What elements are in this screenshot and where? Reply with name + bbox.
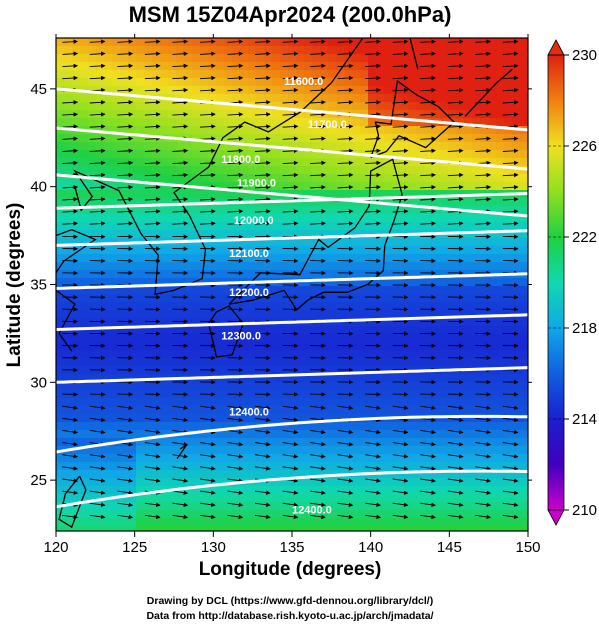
colorbar-tick-label: 218: [572, 320, 597, 337]
y-tick-label: 25: [30, 472, 47, 489]
plot-area: 11600.0 11700.0 11800.0 11900.0 12000.0 12100…: [55, 37, 529, 532]
colorbar-min-arrow: [547, 509, 565, 526]
x-tick-label: 150: [515, 539, 540, 556]
y-axis: 25 30 35 40 45: [30, 81, 532, 489]
x-tick-label: 125: [122, 539, 147, 556]
x-tick-label: 130: [201, 539, 226, 556]
contour-label: 11600.0: [284, 76, 323, 88]
credit-line-2: Data from http://database.rish.kyoto-u.a…: [146, 610, 433, 622]
y-tick-label: 35: [30, 277, 47, 294]
colorbar-tick-label: 214: [572, 411, 597, 428]
contour-label: 12100.0: [229, 248, 269, 260]
colorbar-max-arrow: [547, 39, 565, 56]
y-tick-label: 30: [30, 374, 47, 391]
contour-label: 12400.0: [229, 407, 269, 419]
contour-label: 11800.0: [221, 154, 260, 166]
colorbar: 230 226 222 218 214 210: [547, 39, 597, 526]
height-contours: 11600.0 11700.0 11800.0 11900.0 12000.0 12100…: [56, 76, 528, 516]
contour-label: 11700.0: [308, 119, 347, 131]
colorbar-tick-label: 210: [572, 502, 597, 519]
contour-label: 12000.0: [234, 215, 274, 227]
contour-label: 12200.0: [229, 287, 269, 299]
contour-label: 12400.0: [292, 504, 332, 516]
figure-title: MSM 15Z04Apr2024 (200.0hPa): [129, 2, 452, 27]
y-axis-label: Latitude (degrees): [4, 203, 25, 368]
y-tick-label: 45: [30, 81, 47, 98]
colorbar-tick-label: 230: [572, 47, 597, 64]
colorbar-tick-label: 226: [572, 138, 597, 155]
x-axis: 120 125 130 135 140 145 150: [43, 34, 541, 556]
x-tick-label: 135: [279, 539, 304, 556]
contour-label: 11900.0: [237, 178, 276, 190]
x-axis-label: Longitude (degrees): [199, 559, 382, 580]
x-tick-label: 145: [437, 539, 462, 556]
colorbar-tick-label: 222: [572, 229, 597, 246]
x-tick-label: 120: [43, 539, 68, 556]
contour-label: 12300.0: [221, 330, 261, 342]
colorbar-ramp: [547, 54, 565, 511]
credit-line-1: Drawing by DCL (https://www.gfd-dennou.o…: [147, 595, 433, 607]
colorbar-labels: 230 226 222 218 214 210: [548, 47, 597, 519]
x-tick-label: 140: [358, 539, 383, 556]
y-tick-label: 40: [30, 179, 47, 196]
